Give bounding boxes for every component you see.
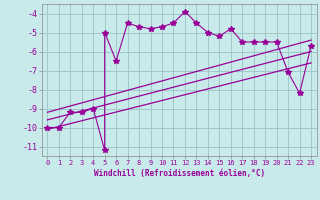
X-axis label: Windchill (Refroidissement éolien,°C): Windchill (Refroidissement éolien,°C) <box>94 169 265 178</box>
